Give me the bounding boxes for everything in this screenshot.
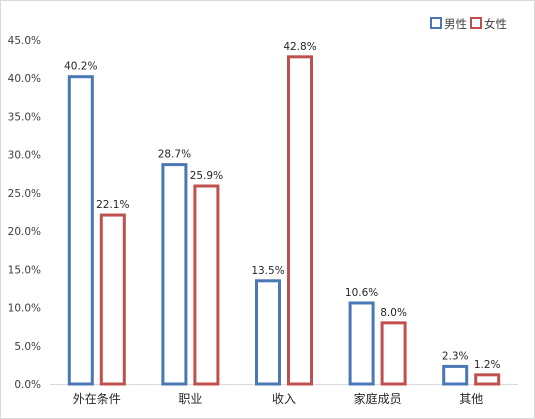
y-tick-label: 0.0% (14, 379, 41, 391)
y-tick-label: 45.0% (8, 35, 41, 47)
x-category-label: 家庭成员 (354, 391, 402, 406)
data-label: 2.3% (442, 350, 469, 362)
male-bar (67, 75, 94, 386)
legend-swatch-male (430, 17, 442, 29)
y-tick-label: 25.0% (8, 188, 41, 200)
data-label: 1.2% (474, 359, 501, 371)
male-bar (255, 279, 281, 386)
data-label: 42.8% (283, 41, 316, 53)
x-category-label: 收入 (272, 392, 296, 406)
y-tick-label: 30.0% (8, 150, 41, 162)
legend-label-female: 女性 (484, 17, 507, 31)
data-label: 28.7% (158, 149, 191, 161)
x-axis: 外在条件 职业 收入 家庭成员 其他 (50, 384, 518, 406)
data-labels: 40.2% 22.1% 28.7% 25.9% 13.5% 42.8% 10.6%8.0% 2… (64, 41, 500, 371)
x-category-label: 职业 (178, 392, 202, 406)
data-label: 22.1% (96, 199, 129, 211)
y-tick-label: 15.0% (8, 264, 41, 276)
y-tick-label: 35.0% (8, 111, 41, 123)
data-label: 8.0% (380, 307, 407, 319)
y-tick-label: 10.0% (8, 303, 41, 315)
y-axis: 0.0% 5.0% 10.0% 15.0% 20.0% 25.0% 30.0% 35.0% 40… (8, 35, 41, 391)
female-bar (287, 55, 313, 386)
female-bar (380, 321, 407, 386)
legend-swatch-female (470, 17, 482, 29)
y-tick-label: 5.0% (14, 341, 41, 353)
female-bar (474, 373, 501, 386)
data-label: 25.9% (190, 170, 223, 182)
male-bar (348, 301, 375, 386)
x-category-label: 其他 (459, 392, 483, 406)
data-label: 40.2% (64, 61, 97, 73)
female-bar (99, 213, 126, 386)
legend-label-male: 男性 (444, 17, 467, 31)
data-label: 10.6% (345, 287, 378, 299)
male-bar (161, 163, 188, 386)
data-label: 13.5% (251, 265, 284, 277)
legend: 男性 女性 (430, 17, 507, 31)
male-bar (442, 364, 469, 386)
bars (67, 55, 501, 386)
x-category-label: 外在条件 (73, 392, 121, 406)
female-bar (193, 184, 220, 386)
y-tick-label: 40.0% (8, 73, 41, 85)
y-tick-label: 20.0% (8, 226, 41, 238)
